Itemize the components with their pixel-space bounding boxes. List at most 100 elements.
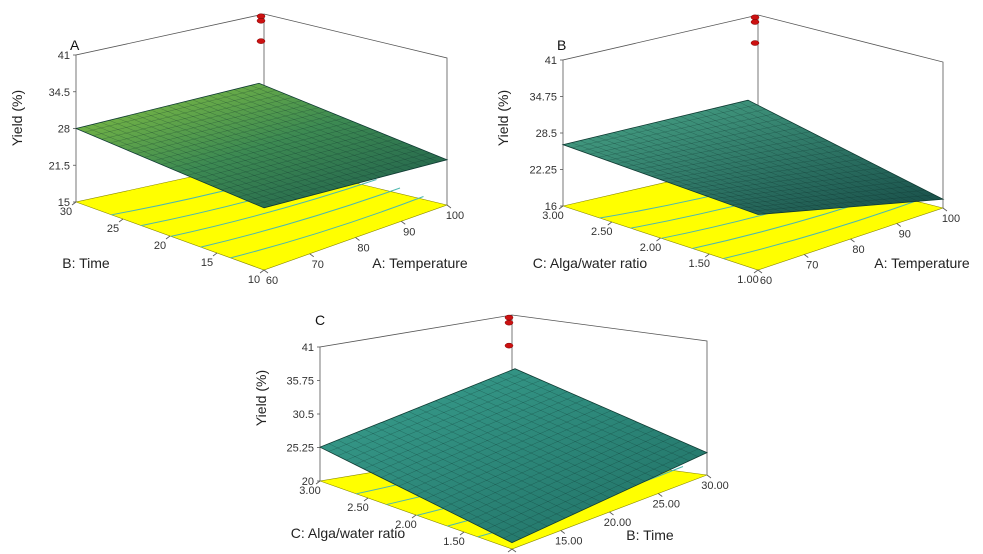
y-tick-label: 2.00: [640, 242, 661, 254]
z-tick-label: 25.25: [286, 443, 314, 455]
surface-mesh-line: [175, 103, 364, 182]
surface-mesh-line: [184, 101, 373, 180]
z-tick-label: 22.25: [529, 165, 557, 177]
x-tick-label: 70: [312, 259, 324, 271]
surface-mesh-line: [200, 97, 389, 176]
x-tick-label: 100: [942, 213, 960, 225]
x-tick-label: 20.00: [604, 517, 632, 529]
x-tick-mark: [896, 223, 901, 227]
surface-mesh-line: [389, 399, 585, 483]
y-tick-label: 20: [154, 240, 166, 252]
x-tick-label: 80: [357, 243, 369, 255]
y-tick-mark: [753, 269, 759, 274]
x-tick-mark: [511, 548, 517, 553]
surface-mesh-line: [731, 104, 927, 201]
surface-mesh-line: [93, 90, 277, 136]
x-tick-label: 70: [806, 260, 818, 272]
y-tick-mark: [459, 531, 465, 536]
panel-label: B: [557, 37, 566, 53]
z-tick-label: 41: [302, 342, 314, 354]
design-point: [750, 40, 760, 46]
surface-mesh-line: [169, 121, 354, 169]
surface-mesh-line: [607, 122, 793, 161]
floor-contour: [200, 187, 401, 248]
y-axis-label: C: Alga/water ratio: [533, 255, 648, 271]
x-tick-label: 80: [852, 244, 864, 256]
surface-mesh-line: [135, 107, 319, 154]
y-tick-label: 30: [60, 206, 72, 218]
surface-mesh-line: [488, 379, 681, 466]
x-tick-label: 25.00: [652, 499, 680, 511]
x-tick-label: 60: [760, 275, 772, 287]
y-tick-label: 2.50: [347, 502, 368, 514]
surface-mesh-line: [110, 97, 294, 144]
surface-mesh-line: [479, 382, 672, 470]
y-tick-label: 2.00: [395, 519, 416, 531]
z-tick-label: 15: [58, 197, 70, 209]
panel-label: A: [70, 37, 80, 53]
x-tick-label: 100: [446, 210, 464, 222]
x-tick-label: 15.00: [555, 536, 583, 548]
z-tick-label: 34.5: [49, 87, 70, 99]
y-tick-label: 1.00: [737, 274, 758, 286]
surface-mesh-line: [616, 127, 802, 164]
y-tick-mark: [259, 269, 265, 274]
surface-mesh-line: [372, 391, 568, 474]
floor-contour: [230, 196, 424, 259]
y-tick-mark: [212, 252, 218, 257]
surface-mesh-line: [144, 110, 328, 158]
x-axis-label: B: Time: [626, 527, 674, 543]
surface-mesh-line: [381, 395, 577, 478]
surface-mesh-line: [426, 404, 619, 494]
surface-mesh-line: [398, 402, 594, 487]
panel-a: 15 21.5 28 34.5 41 Yield (%) 60 70 80 90 100 A: Tem…: [9, 13, 468, 287]
x-tick-label: 60: [266, 275, 278, 287]
y-tick-label: 3.00: [299, 485, 320, 497]
y-tick-mark: [315, 480, 321, 485]
y-tick-mark: [656, 237, 661, 242]
response-surface: [561, 99, 945, 215]
surface-mesh-line: [161, 117, 345, 165]
floor-contour: [723, 199, 919, 260]
surface-mesh-line: [225, 91, 414, 169]
x-tick-label: 90: [403, 226, 415, 238]
surface-mesh-line: [651, 145, 837, 177]
x-tick-mark: [263, 269, 269, 274]
design-point: [750, 19, 760, 25]
panel-label: C: [315, 312, 325, 328]
surface-mesh-line: [192, 99, 381, 178]
design-point: [750, 14, 760, 21]
surface-mesh-line: [346, 380, 542, 461]
x-tick-mark: [609, 511, 614, 516]
response-surface: [74, 82, 449, 209]
surface-mesh-line: [461, 389, 654, 478]
y-tick-mark: [558, 205, 564, 210]
design-point: [256, 13, 266, 20]
surface-mesh-line: [84, 86, 268, 133]
x-tick-mark: [446, 204, 452, 209]
surface-mesh-line: [625, 131, 811, 168]
surface-mesh-line: [660, 149, 846, 180]
design-point: [504, 342, 514, 349]
y-tick-mark: [411, 514, 417, 519]
surface-mesh-line: [242, 87, 431, 165]
surface-mesh-line: [363, 387, 559, 470]
x-axis-label: A: Temperature: [874, 255, 970, 271]
surface-mesh-line: [118, 100, 302, 147]
y-tick-mark: [507, 548, 513, 553]
surface-mesh-line: [452, 393, 646, 482]
surface-mesh-line: [739, 102, 935, 201]
surface-mesh-line: [233, 89, 423, 167]
y-tick-mark: [71, 201, 77, 206]
surface-mesh-line: [470, 386, 663, 474]
surface-mesh-line: [497, 375, 690, 462]
z-tick-label: 35.75: [286, 376, 314, 388]
x-tick-mark: [401, 220, 406, 225]
y-tick-mark: [165, 235, 171, 240]
x-tick-mark: [757, 269, 763, 274]
surface-mesh-line: [337, 376, 533, 457]
y-tick-label: 3.00: [542, 210, 563, 222]
y-tick-mark: [118, 218, 124, 223]
surface-mesh-line: [672, 118, 868, 206]
